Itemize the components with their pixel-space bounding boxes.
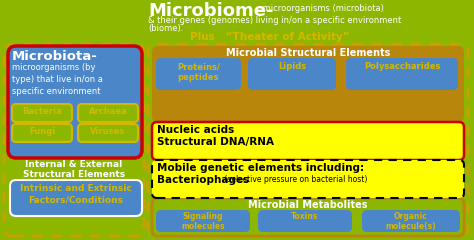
Text: Archaea: Archaea bbox=[89, 107, 128, 116]
Text: Viruses: Viruses bbox=[91, 127, 126, 136]
Text: Signaling
molecules: Signaling molecules bbox=[181, 212, 225, 231]
FancyBboxPatch shape bbox=[152, 160, 464, 198]
Text: microorganisms (by
type) that live in/on a
specific environment: microorganisms (by type) that live in/on… bbox=[12, 63, 103, 96]
Text: & their genes (genomes) living in/on a specific environment: & their genes (genomes) living in/on a s… bbox=[148, 16, 401, 25]
Text: Microbial Metabolites: Microbial Metabolites bbox=[248, 200, 368, 210]
Text: Fungi: Fungi bbox=[29, 127, 55, 136]
FancyBboxPatch shape bbox=[156, 58, 241, 90]
FancyBboxPatch shape bbox=[8, 46, 142, 158]
FancyBboxPatch shape bbox=[12, 104, 72, 122]
FancyBboxPatch shape bbox=[346, 58, 458, 90]
Text: Bacteriophages: Bacteriophages bbox=[157, 175, 249, 185]
Text: Plus   “Theater of Activity”: Plus “Theater of Activity” bbox=[190, 32, 350, 42]
Text: Lipids: Lipids bbox=[278, 62, 306, 71]
Text: Toxins: Toxins bbox=[292, 212, 319, 221]
FancyBboxPatch shape bbox=[148, 44, 468, 236]
Text: microorganisms (microbiota): microorganisms (microbiota) bbox=[260, 4, 384, 13]
Text: Nucleic acids: Nucleic acids bbox=[157, 125, 234, 135]
FancyBboxPatch shape bbox=[4, 44, 144, 236]
Text: Structural DNA/RNA: Structural DNA/RNA bbox=[157, 137, 274, 147]
Text: Mobile genetic elements including:: Mobile genetic elements including: bbox=[157, 163, 364, 173]
FancyBboxPatch shape bbox=[10, 180, 142, 216]
FancyBboxPatch shape bbox=[78, 104, 138, 122]
FancyBboxPatch shape bbox=[258, 210, 352, 232]
Text: (selective pressure on bacterial host): (selective pressure on bacterial host) bbox=[222, 175, 367, 184]
FancyBboxPatch shape bbox=[362, 210, 460, 232]
Text: Bacteria: Bacteria bbox=[22, 107, 62, 116]
FancyBboxPatch shape bbox=[152, 198, 464, 236]
Text: Microbiome-: Microbiome- bbox=[148, 2, 273, 20]
Text: Internal & External
Structural Elements: Internal & External Structural Elements bbox=[23, 160, 125, 180]
Text: (biome).: (biome). bbox=[148, 24, 183, 33]
Text: Microbial Structural Elements: Microbial Structural Elements bbox=[226, 48, 390, 58]
Text: Intrinsic and Extrinsic
Factors/Conditions: Intrinsic and Extrinsic Factors/Conditio… bbox=[20, 184, 132, 204]
FancyBboxPatch shape bbox=[12, 124, 72, 142]
Text: Microbiota-: Microbiota- bbox=[12, 50, 98, 63]
FancyBboxPatch shape bbox=[152, 122, 464, 160]
Text: Proteins/
peptides: Proteins/ peptides bbox=[177, 62, 220, 82]
FancyBboxPatch shape bbox=[78, 124, 138, 142]
Text: Organic
molecule(s): Organic molecule(s) bbox=[386, 212, 436, 231]
FancyBboxPatch shape bbox=[156, 210, 250, 232]
FancyBboxPatch shape bbox=[248, 58, 336, 90]
FancyBboxPatch shape bbox=[152, 46, 464, 122]
Text: Polysaccharides: Polysaccharides bbox=[364, 62, 440, 71]
